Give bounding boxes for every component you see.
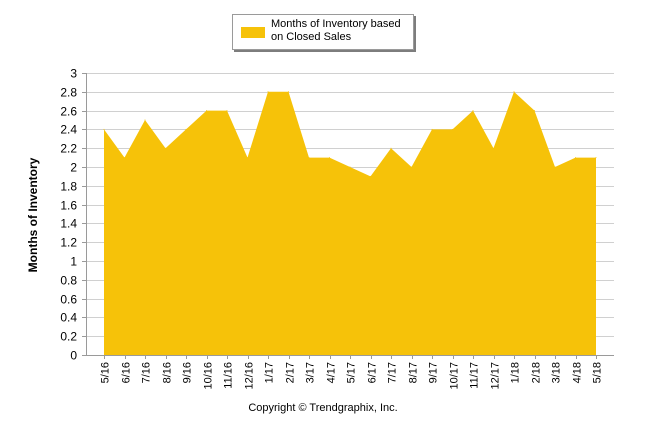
y-tick-label: 0.4 (60, 311, 77, 325)
x-tick-label: 10/16 (203, 362, 215, 390)
x-tick-label: 1/17 (264, 362, 276, 383)
x-tick-label: 6/17 (367, 362, 379, 383)
data-point (390, 147, 392, 149)
data-point (554, 166, 556, 168)
data-point (472, 110, 474, 112)
legend-swatch (241, 27, 265, 38)
data-point (308, 157, 310, 159)
y-tick-label: 0 (70, 349, 77, 363)
data-point (144, 119, 146, 121)
data-point (185, 128, 187, 130)
x-tick-label: 3/17 (305, 362, 317, 383)
series-area-layer (103, 91, 597, 356)
x-tick-label: 2/17 (285, 362, 297, 383)
data-point (575, 157, 576, 159)
data-point (288, 91, 289, 93)
x-tick-label: 5/17 (346, 362, 358, 383)
data-point (206, 110, 207, 112)
y-tick-label: 1.2 (60, 236, 77, 250)
x-tick-label: 10/17 (449, 362, 461, 390)
y-axis-title: Months of Inventory (26, 157, 40, 273)
legend-label: Months of Inventory based on Closed Sale… (271, 18, 401, 43)
x-tick-label: 11/17 (469, 362, 481, 389)
legend: Months of Inventory based on Closed Sale… (232, 14, 414, 50)
x-tick-label: 11/16 (223, 362, 235, 389)
data-point (411, 166, 412, 168)
data-point (247, 157, 248, 159)
x-tick-label: 5/18 (592, 362, 604, 383)
x-tick-label: 3/18 (551, 362, 563, 383)
x-tick-label: 9/16 (182, 362, 194, 383)
x-tick-label: 2/18 (531, 362, 543, 383)
y-tick-label: 1 (70, 255, 77, 269)
y-tick-labels: 0 0.2 0.4 0.6 0.8 1 1.2 1.4 1.6 1.8 2 2.2 2.4 2.6 2.8 3 (60, 67, 77, 363)
data-point (103, 128, 105, 130)
copyright-text: Copyright © Trendgraphix, Inc. (248, 402, 398, 414)
x-tick-label: 4/17 (326, 362, 338, 383)
y-tick-label: 0.2 (60, 330, 77, 344)
x-tick-label: 4/18 (572, 362, 584, 383)
y-tick-label: 2.6 (60, 105, 77, 119)
data-point (329, 157, 330, 159)
axes (82, 73, 614, 359)
data-point (431, 128, 433, 130)
x-tick-label: 8/16 (162, 362, 174, 383)
data-point (124, 157, 125, 159)
y-tick-label: 1.8 (60, 180, 77, 194)
x-tick-labels: 5/16 6/16 7/16 8/16 9/16 10/16 11/16 12/16 1/17 2… (100, 362, 604, 390)
data-point (165, 147, 166, 149)
data-point (513, 91, 515, 93)
data-point (226, 110, 228, 112)
data-point (493, 147, 494, 149)
x-tick-label: 9/17 (428, 362, 440, 383)
y-tick-label: 2.8 (60, 86, 77, 100)
data-point (370, 175, 371, 177)
x-tick-label: 1/18 (510, 362, 522, 383)
data-point (595, 157, 597, 159)
x-tick-label: 5/16 (100, 362, 112, 383)
y-tick-label: 2.4 (60, 123, 77, 137)
data-point (267, 91, 269, 93)
data-point (349, 166, 351, 168)
x-tick-label: 8/17 (408, 362, 420, 383)
x-tick-label: 7/16 (141, 362, 153, 383)
y-tick-label: 1.4 (60, 217, 77, 231)
x-tick-label: 12/17 (490, 362, 502, 390)
y-tick-label: 3 (70, 67, 77, 81)
x-tick-label: 12/16 (244, 362, 256, 390)
y-tick-label: 2.2 (60, 142, 77, 156)
series-area (104, 91, 596, 356)
data-point (534, 110, 535, 112)
data-point (452, 128, 453, 130)
y-tick-label: 2 (70, 161, 77, 175)
x-tick-label: 7/17 (387, 362, 399, 383)
y-tick-label: 1.6 (60, 199, 77, 213)
x-tick-label: 6/16 (121, 362, 133, 383)
y-tick-label: 0.8 (60, 274, 77, 288)
y-tick-label: 0.6 (60, 293, 77, 307)
